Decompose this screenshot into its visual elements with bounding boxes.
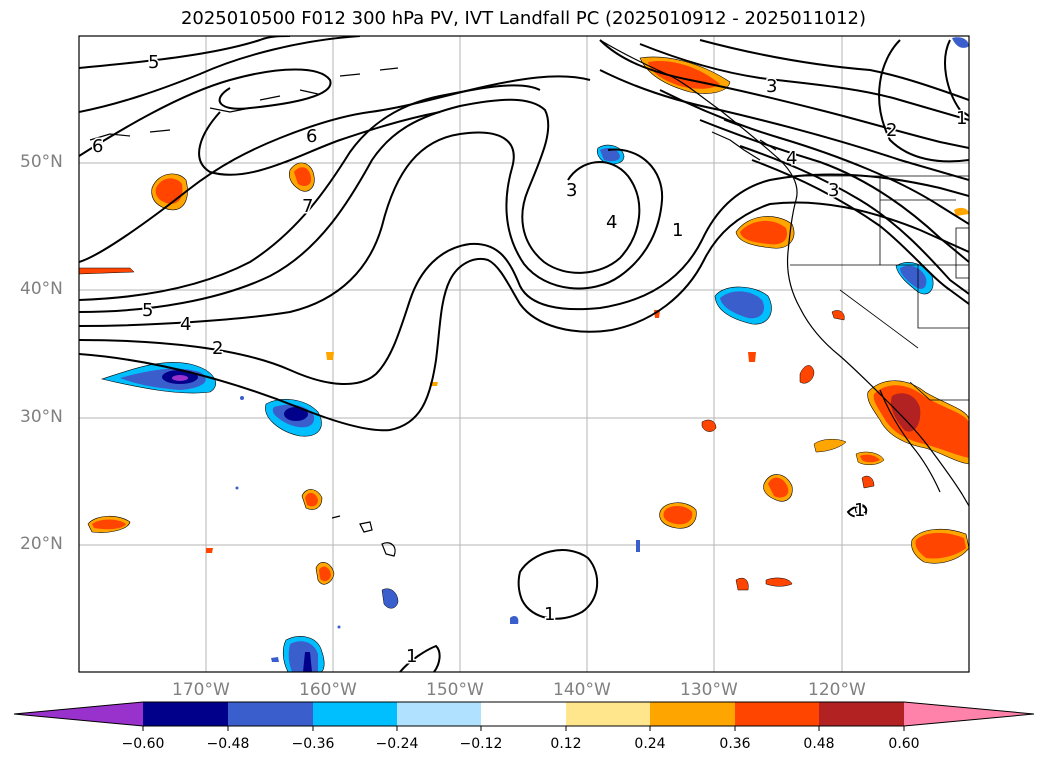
colorbar-segment (313, 702, 397, 726)
contour-label: 1 (672, 220, 683, 241)
map-title: 2025010500 F012 300 hPa PV, IVT Landfall… (180, 8, 867, 29)
colorbar-segment (397, 702, 481, 726)
contour-label: 2 (212, 338, 223, 359)
borders (790, 175, 969, 401)
colorbar-tick-label: −0.24 (375, 736, 419, 752)
negative-anomaly-patches (100, 37, 969, 672)
colorbar-tick-label: −0.36 (291, 736, 335, 752)
colorbar-segment (566, 702, 650, 726)
colorbar-segment (481, 702, 566, 726)
colorbar-tick-label: 0.60 (888, 736, 920, 752)
colorbar-segment (904, 702, 1034, 726)
colorbar (13, 701, 1035, 731)
contour-label: 1 (406, 646, 417, 667)
colorbar-segment (143, 702, 228, 726)
lat-label-20n: 20°N (20, 534, 63, 554)
contour-label: 4 (606, 212, 617, 233)
contour-label: 3 (566, 180, 577, 201)
contour-label: 1 (956, 108, 967, 129)
colorbar-segment (14, 702, 143, 726)
colorbar-tick-label: 0.24 (634, 736, 666, 752)
colorbar-tick-label: 0.12 (550, 736, 582, 752)
colorbar-tick-label: 0.48 (803, 736, 835, 752)
ivt-contours (79, 36, 969, 672)
contour-label: 3 (766, 76, 777, 97)
lat-label-30n: 30°N (20, 407, 63, 427)
contour-label: 5 (142, 300, 153, 321)
contour-label: 4 (180, 314, 191, 335)
colorbar-tick-label: −0.48 (206, 736, 250, 752)
contour-label: 1 (854, 500, 865, 521)
lon-label-130w: 130°W (680, 680, 738, 700)
colorbar-segment (819, 702, 904, 726)
contour-label: 1 (544, 604, 555, 625)
colorbar-tick-label: 0.36 (719, 736, 751, 752)
contour-label: 6 (92, 136, 103, 157)
lon-label-120w: 120°W (808, 680, 866, 700)
colorbar-segment (228, 702, 313, 726)
map-frame (78, 35, 970, 673)
contour-label: 4 (786, 148, 797, 169)
contour-label: 6 (306, 126, 317, 147)
lon-label-150w: 150°W (426, 680, 484, 700)
lat-label-50n: 50°N (20, 152, 63, 172)
colorbar-tick-label: −0.60 (121, 736, 165, 752)
lon-label-170w: 170°W (172, 680, 230, 700)
colorbar-segment (650, 702, 735, 726)
contour-label: 2 (886, 120, 897, 141)
colorbar-segment (735, 702, 819, 726)
contour-labels: 5 6 7 6 5 4 2 3 4 1 3 2 1 4 3 1 1 1 (91, 51, 969, 669)
colorbar-tick-label: −0.12 (459, 736, 503, 752)
lat-label-40n: 40°N (20, 279, 63, 299)
contour-label: 3 (828, 180, 839, 201)
lon-label-140w: 140°W (553, 680, 611, 700)
contour-label: 7 (302, 196, 313, 217)
positive-anomaly-patches (79, 56, 969, 591)
contour-label: 5 (148, 52, 159, 73)
coastlines (89, 39, 969, 557)
lon-label-160w: 160°W (299, 680, 357, 700)
